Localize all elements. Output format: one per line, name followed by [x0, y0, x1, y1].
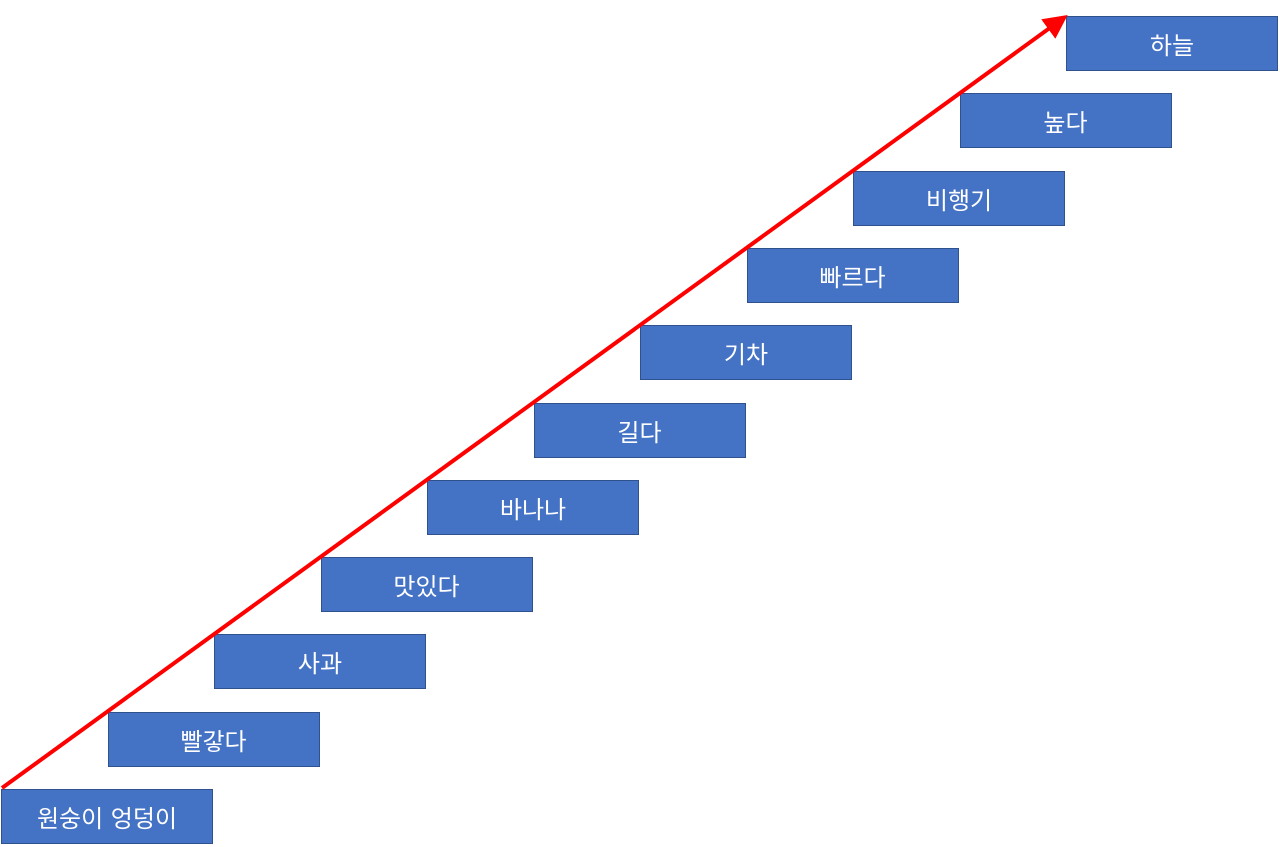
arrow [0, 14, 1068, 790]
node: 빨갛다 [107, 711, 320, 767]
node: 기차 [640, 325, 852, 381]
node: 사과 [214, 634, 426, 690]
node: 비행기 [853, 170, 1065, 226]
node: 빠르다 [746, 247, 959, 303]
node: 높다 [959, 93, 1172, 149]
node: 원숭이 엉덩이 [1, 789, 213, 844]
node: 바나나 [427, 479, 639, 535]
node: 길다 [533, 402, 746, 458]
node: 맛있다 [320, 557, 533, 613]
node: 하늘 [1066, 16, 1278, 71]
